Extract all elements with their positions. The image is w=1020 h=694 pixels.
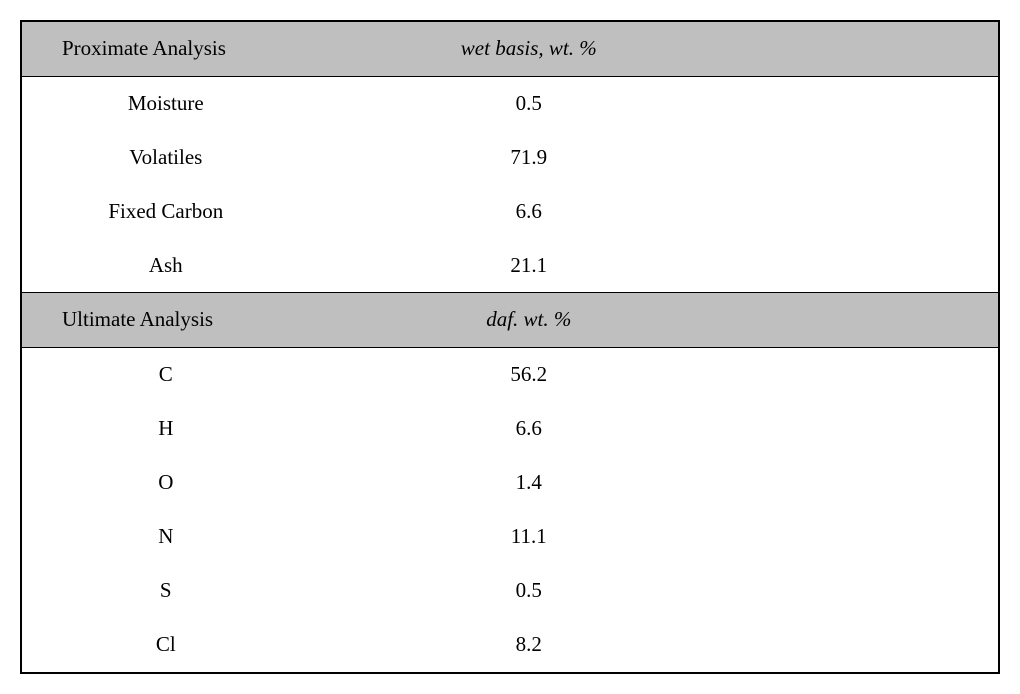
row-value: 1.4 <box>310 456 998 510</box>
row-value: 0.5 <box>310 76 998 130</box>
section-title: Proximate Analysis <box>22 22 310 76</box>
row-label: C <box>22 348 310 402</box>
table-row: S 0.5 <box>22 564 998 618</box>
row-label: Ash <box>22 239 310 293</box>
row-value: 6.6 <box>310 185 998 239</box>
table-row: C 56.2 <box>22 348 998 402</box>
row-label: Volatiles <box>22 131 310 185</box>
row-value: 6.6 <box>310 402 998 456</box>
section-header: Ultimate Analysis daf. wt. % <box>22 293 998 348</box>
row-value: 8.2 <box>310 618 998 672</box>
row-label: Moisture <box>22 76 310 130</box>
table-row: Volatiles 71.9 <box>22 131 998 185</box>
row-label: O <box>22 456 310 510</box>
row-label: Cl <box>22 618 310 672</box>
section-header: Proximate Analysis wet basis, wt. % <box>22 22 998 76</box>
row-value: 11.1 <box>310 510 998 564</box>
table-row: N 11.1 <box>22 510 998 564</box>
row-value: 21.1 <box>310 239 998 293</box>
section-unit: wet basis, wt. % <box>310 22 998 76</box>
section-unit: daf. wt. % <box>310 293 998 348</box>
table-row: O 1.4 <box>22 456 998 510</box>
row-label: Fixed Carbon <box>22 185 310 239</box>
section-title: Ultimate Analysis <box>22 293 310 348</box>
analysis-table: Proximate Analysis wet basis, wt. % Mois… <box>20 20 1000 674</box>
table-row: Ash 21.1 <box>22 239 998 293</box>
table-row: H 6.6 <box>22 402 998 456</box>
row-value: 0.5 <box>310 564 998 618</box>
row-value: 56.2 <box>310 348 998 402</box>
row-label: H <box>22 402 310 456</box>
row-label: N <box>22 510 310 564</box>
table-row: Moisture 0.5 <box>22 76 998 130</box>
row-value: 71.9 <box>310 131 998 185</box>
table-row: Fixed Carbon 6.6 <box>22 185 998 239</box>
row-label: S <box>22 564 310 618</box>
table-row: Cl 8.2 <box>22 618 998 672</box>
